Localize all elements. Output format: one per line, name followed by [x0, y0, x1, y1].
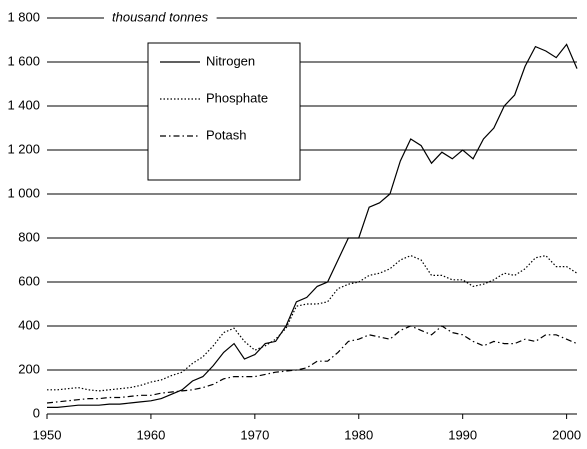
x-tick-label: 1950 — [33, 427, 62, 442]
legend-label: Nitrogen — [206, 53, 255, 68]
annotation-bg — [104, 9, 217, 25]
annotation: thousand tonnes — [112, 9, 209, 24]
legend-label: Phosphate — [206, 90, 268, 105]
y-tick-label: 800 — [18, 229, 40, 244]
y-tick-label: 1 400 — [7, 97, 40, 112]
y-tick-label: 1 000 — [7, 185, 40, 200]
legend-box — [147, 42, 301, 181]
y-tick-label: 0 — [33, 405, 40, 420]
y-tick-label: 600 — [18, 273, 40, 288]
y-tick-label: 200 — [18, 361, 40, 376]
x-tick-label: 1980 — [344, 427, 373, 442]
y-tick-label: 1 800 — [7, 9, 40, 24]
y-tick-label: 400 — [18, 317, 40, 332]
series-line — [47, 254, 578, 392]
x-tick-label: 2000 — [552, 427, 581, 442]
x-tick-label: 1970 — [240, 427, 269, 442]
y-tick-label: 1 600 — [7, 53, 40, 68]
y-tick-label: 1 200 — [7, 141, 40, 156]
series-line — [46, 325, 578, 404]
series-line — [47, 43, 578, 408]
x-tick-label: 1990 — [448, 427, 477, 442]
legend-label: Potash — [206, 127, 246, 142]
x-tick-label: 1960 — [136, 427, 165, 442]
